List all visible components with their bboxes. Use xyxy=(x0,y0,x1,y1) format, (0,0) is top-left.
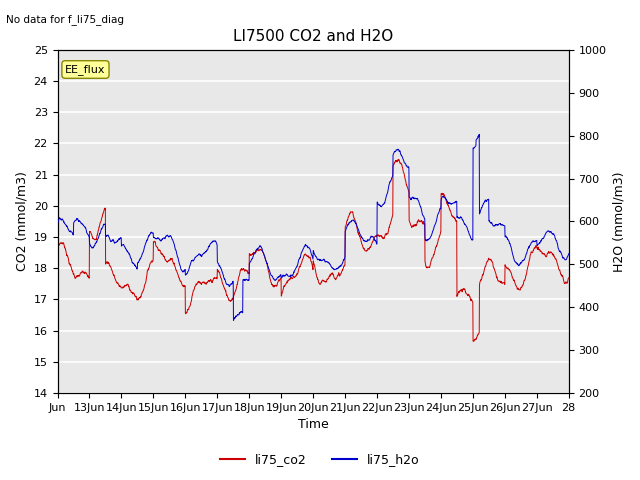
X-axis label: Time: Time xyxy=(298,419,328,432)
Legend: li75_co2, li75_h2o: li75_co2, li75_h2o xyxy=(215,448,425,471)
Y-axis label: H2O (mmol/m3): H2O (mmol/m3) xyxy=(612,171,625,272)
Text: No data for f_li75_diag: No data for f_li75_diag xyxy=(6,14,124,25)
Y-axis label: CO2 (mmol/m3): CO2 (mmol/m3) xyxy=(15,171,28,271)
Title: LI7500 CO2 and H2O: LI7500 CO2 and H2O xyxy=(233,29,393,44)
Text: EE_flux: EE_flux xyxy=(65,64,106,75)
